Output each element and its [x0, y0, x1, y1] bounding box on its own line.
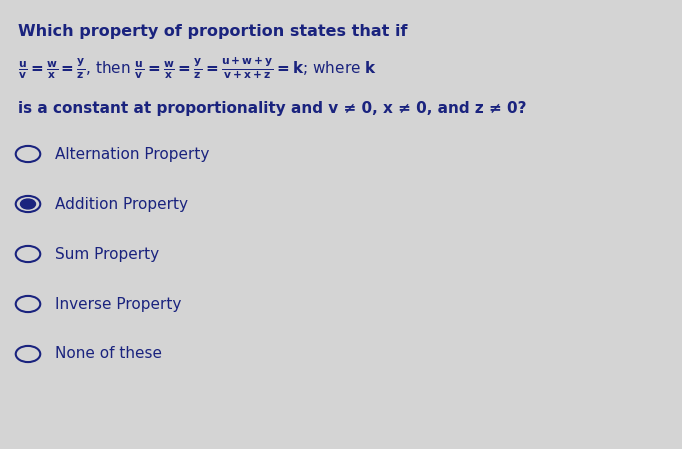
Circle shape: [20, 199, 35, 209]
Text: is a constant at proportionality and v ≠ 0, x ≠ 0, and z ≠ 0?: is a constant at proportionality and v ≠…: [18, 101, 527, 116]
Text: None of these: None of these: [55, 347, 162, 361]
Text: Sum Property: Sum Property: [55, 247, 159, 261]
Text: Alternation Property: Alternation Property: [55, 146, 209, 162]
Text: Inverse Property: Inverse Property: [55, 296, 181, 312]
Text: Which property of proportion states that if: Which property of proportion states that…: [18, 24, 408, 39]
Text: $\mathbf{\frac{u}{v} = \frac{w}{x} = \frac{y}{z}}$, then $\mathbf{\frac{u}{v} = : $\mathbf{\frac{u}{v} = \frac{w}{x} = \fr…: [18, 56, 377, 81]
Text: Addition Property: Addition Property: [55, 197, 188, 211]
